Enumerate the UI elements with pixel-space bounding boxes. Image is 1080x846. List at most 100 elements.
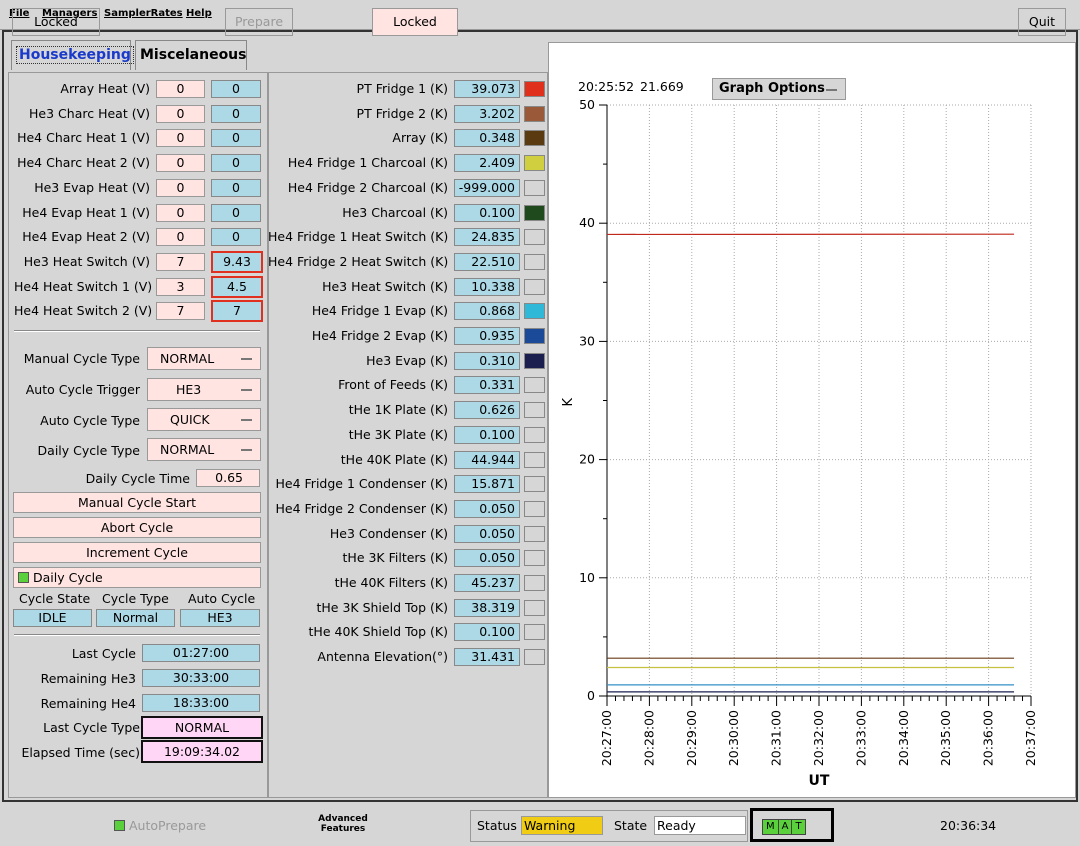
temperature-value: 31.431 xyxy=(454,648,520,667)
heater-setpoint-input[interactable]: 0 xyxy=(156,178,205,197)
auto-cycle-type-value: QUICK xyxy=(170,412,210,427)
last-cycle-type-label: Last Cycle Type xyxy=(43,720,140,735)
cycle-state-value: IDLE xyxy=(13,609,92,627)
heater-setpoint-input[interactable]: 0 xyxy=(156,154,205,173)
heater-setpoint-input[interactable]: 7 xyxy=(156,302,205,321)
series-color-swatch[interactable] xyxy=(524,402,545,419)
state-value: Ready xyxy=(654,816,746,835)
heater-readout: 7 xyxy=(211,300,263,323)
menu-managers[interactable]: Managers xyxy=(42,8,98,19)
series-color-swatch[interactable] xyxy=(524,599,545,616)
autoprepare-toggle[interactable]: AutoPrepare xyxy=(114,818,206,833)
manual-cycle-type-select[interactable]: NORMAL xyxy=(147,347,261,370)
x-tick-label: 20:29:00 xyxy=(684,710,699,766)
temperature-label: He3 Condenser (K) xyxy=(329,525,448,541)
series-color-swatch[interactable] xyxy=(524,155,545,172)
temperature-value: 10.338 xyxy=(454,277,520,296)
temperature-label: Array (K) xyxy=(392,130,448,146)
series-color-swatch[interactable] xyxy=(524,649,545,666)
temperature-value: 0.100 xyxy=(454,425,520,444)
series-color-swatch[interactable] xyxy=(524,624,545,641)
cycle-state-header: Cycle State xyxy=(19,591,91,606)
heater-label: He4 Heat Switch 1 (V) xyxy=(14,278,153,294)
plot-area xyxy=(606,104,1032,697)
tab-miscelaneous[interactable]: Miscelaneous xyxy=(135,40,247,70)
heater-label: He4 Heat Switch 2 (V) xyxy=(14,303,153,319)
locked-button[interactable]: Locked xyxy=(12,8,100,36)
abort-cycle-button[interactable]: Abort Cycle xyxy=(13,517,261,538)
series-color-swatch[interactable] xyxy=(524,451,545,468)
series-color-swatch[interactable] xyxy=(524,575,545,591)
dropdown-indicator-icon xyxy=(826,89,837,91)
heater-setpoint-input[interactable]: 3 xyxy=(156,277,205,296)
daily-cycle-type-value: NORMAL xyxy=(160,442,215,457)
heater-readout: 0 xyxy=(211,154,261,173)
auto-cycle-trigger-select[interactable]: HE3 xyxy=(147,378,261,401)
graph-options-menu[interactable]: Graph Options xyxy=(712,78,846,100)
heater-setpoint-input[interactable]: 0 xyxy=(156,80,205,98)
series-color-swatch[interactable] xyxy=(524,105,545,122)
mat-indicator-a: A xyxy=(779,820,793,834)
dropdown-indicator-icon xyxy=(241,358,252,360)
series-color-swatch[interactable] xyxy=(524,328,545,344)
series-color-swatch[interactable] xyxy=(524,204,545,221)
heater-label: He3 Charc Heat (V) xyxy=(29,105,150,121)
series-color-swatch[interactable] xyxy=(524,550,545,567)
last-cycle-type-value: NORMAL xyxy=(141,716,263,739)
temperature-value: 22.510 xyxy=(454,252,520,271)
menu-help[interactable]: Help xyxy=(186,8,212,19)
heater-setpoint-input[interactable]: 0 xyxy=(156,129,205,148)
series-color-swatch[interactable] xyxy=(524,81,545,97)
daily-cycle-time-input[interactable]: 0.65 xyxy=(196,469,260,487)
temperature-label: He4 Fridge 1 Condenser (K) xyxy=(275,476,448,492)
tab-housekeeping[interactable]: Housekeeping xyxy=(11,40,134,70)
series-color-swatch[interactable] xyxy=(524,253,545,270)
state-label: State xyxy=(614,818,648,833)
heater-label: He4 Charc Heat 2 (V) xyxy=(17,155,150,171)
heater-setpoint-input[interactable]: 0 xyxy=(156,104,205,123)
x-tick-label: 20:28:00 xyxy=(641,710,656,766)
daily-cycle-toggle[interactable]: Daily Cycle xyxy=(13,567,261,588)
temperature-label: Front of Feeds (K) xyxy=(338,377,448,393)
series-color-swatch[interactable] xyxy=(524,179,545,196)
series-color-swatch[interactable] xyxy=(524,377,545,394)
auto-cycle-type-label: Auto Cycle Type xyxy=(40,413,140,428)
temperature-value: 0.935 xyxy=(454,327,520,345)
y-axis-label: K xyxy=(561,398,576,407)
dropdown-indicator-icon xyxy=(241,419,252,421)
menu-file[interactable]: File xyxy=(9,8,30,19)
temperature-value: 0.626 xyxy=(454,401,520,420)
auto-cycle-trigger-value: HE3 xyxy=(176,382,202,397)
series-color-swatch[interactable] xyxy=(524,476,545,493)
auto-cycle-type-select[interactable]: QUICK xyxy=(147,408,261,431)
series-color-swatch[interactable] xyxy=(524,500,545,517)
temperature-label: He4 Fridge 2 Heat Switch (K) xyxy=(268,253,449,269)
temperature-chart: 0 10 20 30 40 50 20:27:00 20:28:00 20:29:00 20:30… xyxy=(561,97,1038,789)
temperature-value: 38.319 xyxy=(454,598,520,617)
y-tick-label: 40 xyxy=(579,215,595,230)
heater-readout: 0 xyxy=(211,228,261,247)
y-tick-label: 10 xyxy=(579,570,595,585)
auto-cycle-header: Auto Cycle xyxy=(188,591,256,606)
series-color-swatch[interactable] xyxy=(524,426,545,443)
elapsed-time-value: 19:09:34.02 xyxy=(141,740,263,763)
series-color-swatch[interactable] xyxy=(524,278,545,295)
elapsed-time-label: Elapsed Time (sec) xyxy=(21,745,140,760)
manual-cycle-start-button[interactable]: Manual Cycle Start xyxy=(13,492,261,513)
series-color-swatch[interactable] xyxy=(524,303,545,320)
series-color-swatch[interactable] xyxy=(524,525,545,542)
series-color-swatch[interactable] xyxy=(524,130,545,147)
advanced-locked-button[interactable]: Locked xyxy=(372,8,458,36)
increment-cycle-button[interactable]: Increment Cycle xyxy=(13,542,261,563)
quit-button[interactable]: Quit xyxy=(1018,8,1066,36)
series-color-swatch[interactable] xyxy=(524,229,545,246)
temperature-value: -999.000 xyxy=(454,178,520,197)
heater-setpoint-input[interactable]: 0 xyxy=(156,228,205,247)
heater-setpoint-input[interactable]: 7 xyxy=(156,252,205,271)
y-tick-label: 20 xyxy=(579,452,595,467)
menu-samplerrates[interactable]: SamplerRates xyxy=(104,8,183,19)
heater-setpoint-input[interactable]: 0 xyxy=(156,203,205,222)
daily-cycle-type-select[interactable]: NORMAL xyxy=(147,438,261,461)
prepare-button[interactable]: Prepare xyxy=(225,8,293,36)
series-color-swatch[interactable] xyxy=(524,352,545,369)
